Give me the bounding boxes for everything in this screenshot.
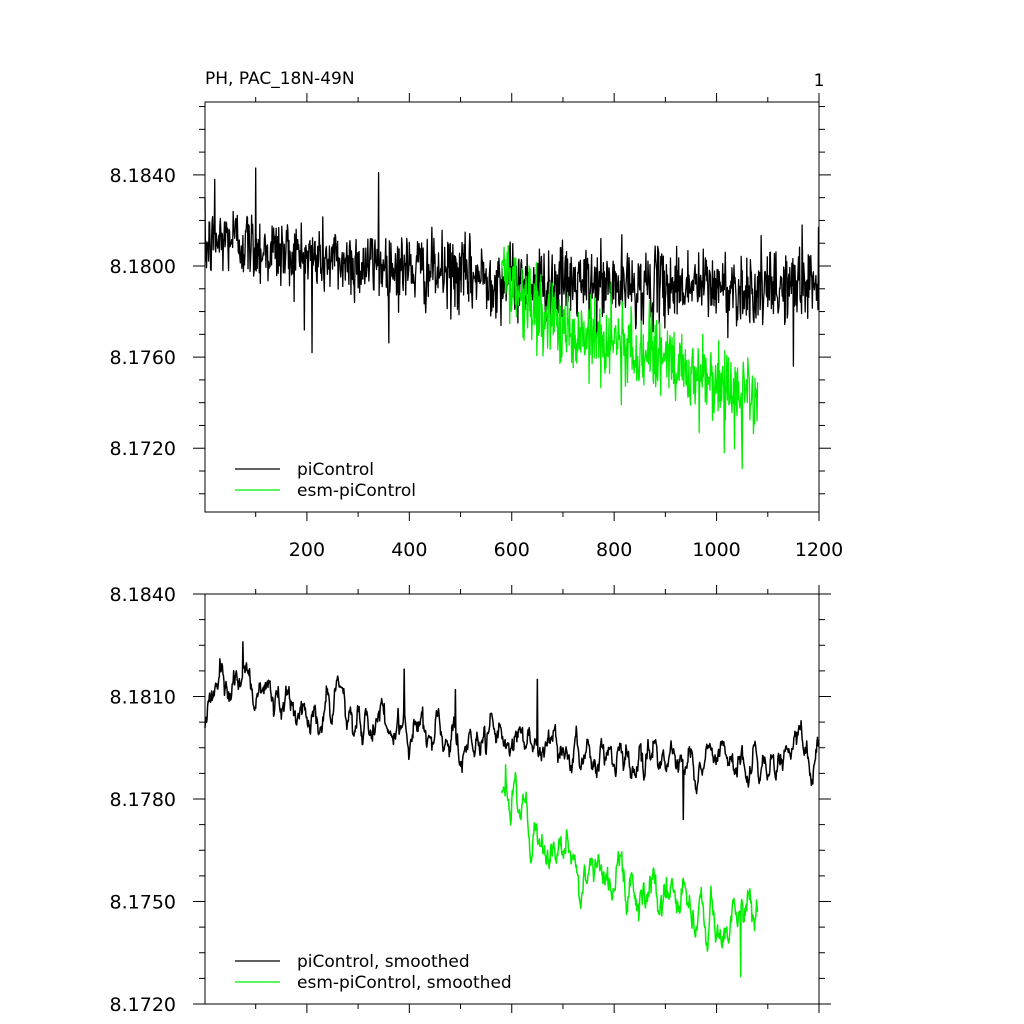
x-tick-label: 200 xyxy=(289,539,325,561)
y-tick-label: 8.1760 xyxy=(110,347,176,369)
y-tick-label: 8.1780 xyxy=(110,789,176,811)
y-tick-label: 8.1720 xyxy=(110,438,176,460)
figure-title: PH, PAC_18N-49N xyxy=(205,69,355,89)
series-line-esm-picontrol xyxy=(500,244,759,470)
bottom-legend: piControl, smoothed esm-piControl, smoot… xyxy=(235,952,512,993)
legend-label-esm-picontrol: esm-piControl xyxy=(297,481,416,501)
legend-label-picontrol-smoothed: piControl, smoothed xyxy=(297,952,470,972)
y-tick-label: 8.1840 xyxy=(110,165,176,187)
y-tick-label: 8.1840 xyxy=(110,584,176,606)
top-panel: 200 400 600 800 1000 1200 8.1720 8.1760 8.1800 8.… xyxy=(110,93,843,561)
bottom-axes: 8.1720 8.1750 8.1780 8.1810 8.1840 xyxy=(110,584,831,1016)
panel-number: 1 xyxy=(814,71,825,91)
x-tick-label: 1000 xyxy=(692,539,740,561)
top-legend: piControl esm-piControl xyxy=(235,460,416,501)
bottom-series-layer xyxy=(204,641,820,978)
y-tick-label: 8.1810 xyxy=(110,687,176,709)
x-tick-label: 1200 xyxy=(795,539,843,561)
legend-label-esm-picontrol-smoothed: esm-piControl, smoothed xyxy=(297,973,512,993)
bottom-panel: 8.1720 8.1750 8.1780 8.1810 8.1840 piControl… xyxy=(110,584,831,1016)
y-tick-label: 8.1800 xyxy=(110,256,176,278)
series-line-picontrol xyxy=(204,641,820,821)
top-series-layer xyxy=(204,167,820,470)
series-line-picontrol xyxy=(204,167,820,367)
y-tick-label: 8.1720 xyxy=(110,994,176,1016)
x-tick-label: 600 xyxy=(494,539,530,561)
x-tick-label: 400 xyxy=(391,539,427,561)
series-line-esm-picontrol xyxy=(500,764,759,978)
top-axes: 200 400 600 800 1000 1200 8.1720 8.1760 8.1800 8.… xyxy=(110,93,843,561)
y-tick-label: 8.1750 xyxy=(110,892,176,914)
legend-label-picontrol: piControl xyxy=(297,460,374,480)
x-tick-label: 800 xyxy=(596,539,632,561)
